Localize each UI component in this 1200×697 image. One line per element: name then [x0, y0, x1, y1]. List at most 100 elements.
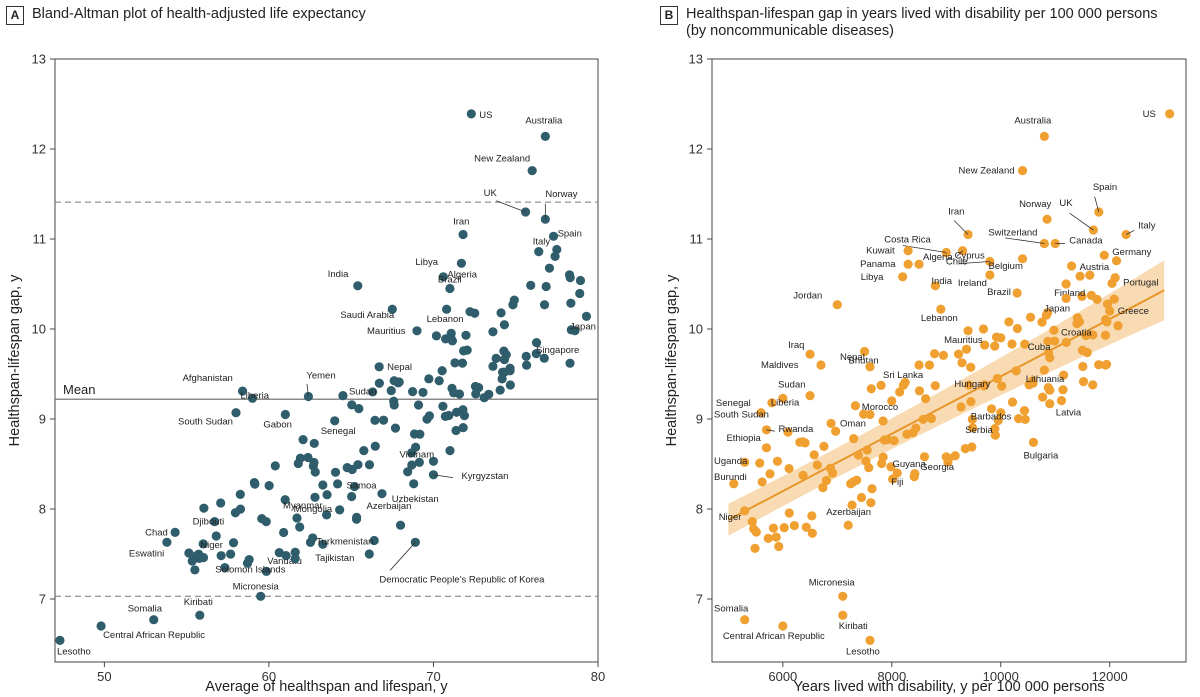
- b-point-labeled: [1045, 385, 1055, 395]
- b-point: [1019, 406, 1030, 416]
- b-leader-line: [959, 261, 990, 264]
- b-point-label: UK: [1059, 198, 1073, 209]
- b-point-labeled: [1105, 306, 1115, 316]
- a-point: [495, 385, 505, 395]
- b-point-labeled: [865, 409, 875, 420]
- a-point-label: Singapore: [536, 345, 579, 356]
- a-point: [279, 527, 289, 538]
- b-point-labeled: [990, 430, 1000, 440]
- a-xtick-label: 70: [426, 669, 440, 684]
- b-point-labeled: [729, 479, 739, 489]
- b-point-label: Latvia: [1056, 408, 1082, 419]
- a-point: [451, 407, 462, 417]
- a-point-label: Gabon: [263, 420, 292, 431]
- b-point-label: Sudan: [778, 380, 805, 391]
- panel-b-title: Healthspan-lifespan gap in years lived w…: [686, 6, 1158, 40]
- b-point: [1007, 397, 1018, 407]
- b-point: [1028, 378, 1038, 388]
- panel-b-title-line1: Healthspan-lifespan gap in years lived w…: [686, 6, 1158, 22]
- b-point-label: Italy: [1138, 221, 1156, 232]
- a-point-labeled: [195, 610, 205, 620]
- a-point: [377, 489, 387, 499]
- a-point: [541, 281, 551, 292]
- b-point: [1038, 392, 1048, 402]
- a-point: [444, 410, 454, 421]
- b-point-label: Ireland: [958, 278, 987, 289]
- b-point-label: Brazil: [987, 287, 1011, 298]
- b-point: [992, 373, 1002, 384]
- a-point: [235, 504, 246, 514]
- b-xtick-label: 12000: [1092, 669, 1128, 684]
- a-ytick-label: 8: [39, 502, 46, 517]
- b-point: [1078, 376, 1089, 387]
- panel-a-title: Bland-Altman plot of health-adjusted lif…: [32, 6, 366, 22]
- a-point: [509, 295, 519, 305]
- b-point: [807, 528, 817, 538]
- b-point-label: Canada: [1069, 236, 1103, 247]
- b-point-labeled: [1061, 293, 1071, 303]
- b-point-label: Cuba: [1028, 342, 1051, 353]
- a-point: [226, 549, 236, 559]
- a-point: [347, 400, 357, 410]
- a-point-label: Lesotho: [57, 646, 91, 657]
- b-point-labeled: [1012, 288, 1022, 298]
- b-point-labeled: [1099, 250, 1109, 260]
- b-point: [1037, 317, 1047, 327]
- a-point: [342, 463, 352, 473]
- b-point-label: Morocco: [862, 402, 898, 413]
- b-point-label: Uganda: [714, 456, 748, 467]
- a-point-label: Iran: [453, 217, 469, 228]
- a-point: [458, 346, 469, 356]
- a-point-labeled: [280, 409, 290, 420]
- b-point: [930, 381, 940, 391]
- b-point: [909, 472, 919, 482]
- b-point-labeled: [865, 362, 875, 372]
- a-point-labeled: [330, 416, 340, 426]
- a-point-label: Yemen: [306, 371, 335, 382]
- b-point: [1078, 361, 1088, 372]
- a-point-label: Brazil: [438, 275, 462, 286]
- a-point: [424, 411, 435, 421]
- a-ytick-label: 13: [32, 52, 46, 67]
- b-point-labeled: [740, 457, 750, 467]
- a-xtick-label: 80: [591, 669, 605, 684]
- b-point-label: Senegal: [716, 398, 751, 409]
- b-point-label: Nepal: [840, 352, 865, 363]
- a-point-label: Kiribati: [184, 597, 213, 608]
- b-point: [771, 532, 781, 542]
- a-point: [446, 328, 456, 339]
- b-point: [783, 427, 793, 437]
- a-point: [270, 461, 280, 471]
- b-point-label: Serbia: [965, 425, 993, 436]
- a-point: [521, 360, 532, 370]
- a-point: [501, 350, 511, 360]
- b-point: [831, 426, 841, 436]
- a-point-label: Solomon Islands: [215, 565, 285, 576]
- b-point-label: Ethiopia: [726, 433, 761, 444]
- a-point-label: Kyrgyzstan: [461, 471, 508, 482]
- b-point: [779, 523, 789, 533]
- a-point: [220, 563, 230, 573]
- a-point-label: Eswatini: [129, 548, 164, 559]
- b-point: [755, 458, 765, 468]
- a-point: [228, 538, 239, 548]
- a-point: [216, 498, 226, 508]
- a-point-label: Nepal: [387, 362, 412, 373]
- a-point: [434, 376, 444, 386]
- b-point-label: Central African Republic: [723, 631, 825, 642]
- a-point: [471, 389, 481, 399]
- a-point-labeled: [409, 479, 419, 489]
- b-point: [784, 508, 794, 518]
- b-point: [1058, 385, 1068, 395]
- b-point-labeled: [778, 393, 788, 403]
- b-xtick-label: 10000: [983, 669, 1019, 684]
- b-point-label: Norway: [1019, 199, 1051, 210]
- b-point: [801, 522, 811, 532]
- b-point-label: Belgium: [989, 261, 1023, 272]
- b-point-labeled: [996, 408, 1006, 418]
- b-point: [957, 358, 967, 368]
- b-point: [1100, 330, 1111, 340]
- b-point: [1025, 312, 1036, 322]
- a-point: [264, 481, 274, 491]
